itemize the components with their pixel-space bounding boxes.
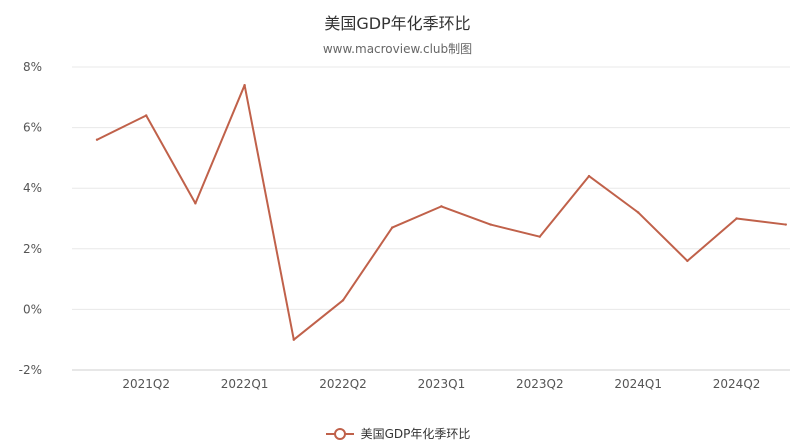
x-tick-label: 2022Q1 [221,377,269,391]
y-tick-label: 8% [23,60,42,74]
data-point[interactable] [292,338,295,341]
chart-subtitle: www.macroview.club制图 [322,42,473,56]
series-line [96,84,786,341]
data-point[interactable] [145,114,148,117]
data-point[interactable] [587,174,591,178]
data-point[interactable] [194,202,197,205]
data-point[interactable] [538,235,541,238]
legend[interactable]: 美国GDP年化季环比 [0,425,795,442]
data-point[interactable] [637,211,640,214]
y-axis-ticks: -2% 0% 2% 4% 6% 8% [19,60,42,377]
grid-lines [72,66,790,371]
data-point[interactable] [489,223,492,226]
y-tick-label: 2% [23,242,42,256]
y-tick-label: 0% [23,302,42,316]
data-point[interactable] [735,217,738,220]
data-point[interactable] [243,83,246,87]
x-tick-label: 2024Q1 [614,377,662,391]
legend-label: 美国GDP年化季环比 [360,427,471,441]
x-tick-label: 2023Q2 [516,377,564,391]
x-tick-label: 2024Q2 [713,377,761,391]
y-tick-label: -2% [19,363,42,377]
data-point[interactable] [95,138,99,141]
data-point[interactable] [686,259,689,263]
data-point[interactable] [341,299,345,302]
y-tick-label: 4% [23,181,42,195]
y-tick-label: 6% [23,121,42,135]
x-tick-label: 2023Q1 [418,377,466,391]
x-axis-ticks: 2021Q2 2022Q1 2022Q2 2023Q1 2023Q2 2024Q1 2024… [122,377,760,391]
series-group [95,83,787,341]
data-point[interactable] [391,226,394,229]
data-point[interactable] [784,223,787,226]
data-point[interactable] [440,205,443,208]
x-tick-label: 2021Q2 [122,377,170,391]
chart-title: 美国GDP年化季环比 [324,14,471,33]
x-tick-label: 2022Q2 [319,377,367,391]
legend-line-marker-icon [325,427,354,440]
